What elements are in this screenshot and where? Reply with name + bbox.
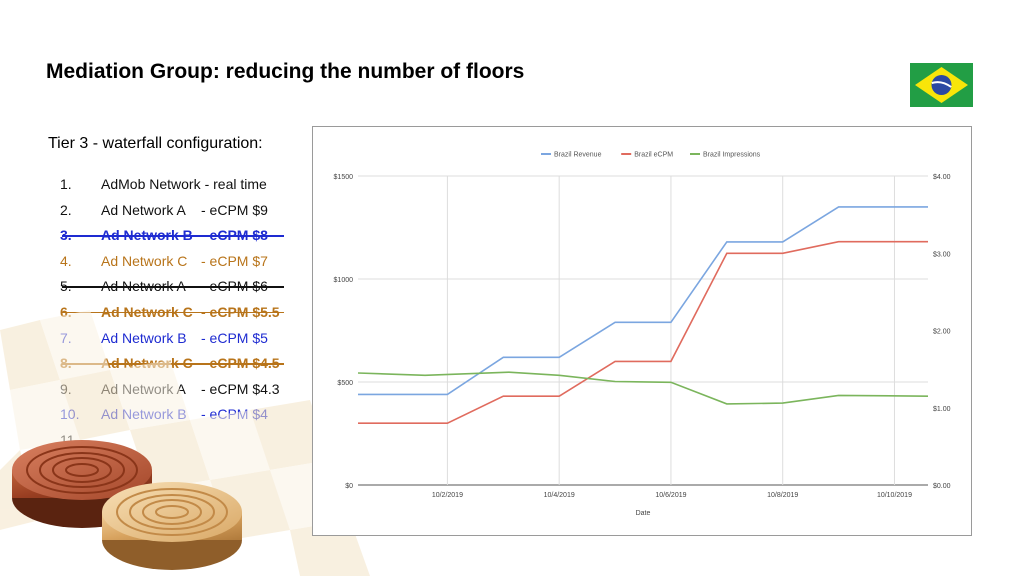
- x-tick-label: 10/4/2019: [544, 492, 575, 499]
- line-chart: $0 $500 $1000 $1500 $0.00 $1.00 $2.00 $3.00 $4.0…: [334, 152, 951, 518]
- x-tick-label: 10/2/2019: [432, 492, 463, 499]
- y-left-tick-label: $0: [345, 483, 353, 490]
- waterfall-item-network: ...: [101, 431, 113, 448]
- waterfall-item-detail: - eCPM $5: [201, 329, 268, 346]
- legend-label: Brazil eCPM: [634, 152, 673, 159]
- y-right-tick-label: $1.00: [933, 406, 951, 413]
- waterfall-item-number: 4.: [60, 252, 72, 269]
- waterfall-item-detail: - eCPM $7: [201, 252, 268, 269]
- brazil-flag-icon: [910, 63, 973, 107]
- waterfall-item-number: 3.: [60, 227, 72, 244]
- waterfall-item-network: Ad Network B: [101, 227, 193, 244]
- series-line-3: [357, 371, 929, 405]
- waterfall-subtitle: Tier 3 - waterfall configuration:: [48, 135, 263, 152]
- waterfall-item: 2. Ad Network A - eCPM $9: [60, 198, 280, 224]
- waterfall-item-network: Ad Network A: [101, 201, 186, 218]
- y-right-tick-label: $0.00: [933, 483, 951, 490]
- slide-title: Mediation Group: reducing the number of …: [46, 60, 525, 83]
- waterfall-item-detail: - eCPM $9: [201, 201, 268, 218]
- waterfall-item-network: Ad Network C: [101, 252, 188, 269]
- y-left-tick-label: $500: [337, 380, 353, 387]
- x-tick-label: 10/10/2019: [877, 492, 912, 499]
- y-right-tick-label: $4.00: [933, 174, 951, 181]
- waterfall-item-number: 2.: [60, 201, 72, 218]
- waterfall-item-network: Ad Network B: [101, 329, 187, 346]
- y-left-tick-label: $1500: [334, 174, 354, 181]
- waterfall-item-detail: - eCPM $4.3: [201, 380, 280, 397]
- waterfall-item: 4. Ad Network C - eCPM $7: [60, 249, 280, 275]
- waterfall-item-detail: - eCPM $8: [201, 227, 268, 244]
- y-right-tick-label: $2.00: [933, 329, 951, 336]
- waterfall-item: 5. Ad Network A- eCPM $6: [60, 274, 284, 300]
- x-axis-label: Date: [636, 510, 651, 517]
- y-left-tick-label: $1000: [334, 277, 354, 284]
- waterfall-item: 6. Ad Network C- eCPM $5.5: [60, 300, 284, 326]
- x-tick-label: 10/6/2019: [655, 492, 686, 499]
- legend-label: Brazil Revenue: [554, 152, 602, 159]
- waterfall-item: 1. AdMob Network - real time: [60, 172, 280, 198]
- waterfall-item-detail: - real time: [204, 176, 267, 192]
- y-right-tick-label: $3.00: [933, 251, 951, 258]
- legend-label: Brazil Impressions: [703, 152, 761, 159]
- waterfall-item-number: 1.: [60, 176, 72, 192]
- waterfall-item: 3. Ad Network B - eCPM $8: [60, 223, 284, 249]
- series-line-2: [358, 240, 928, 425]
- chart-frame: $0 $500 $1000 $1500 $0.00 $1.00 $2.00 $3.00 $4.0…: [312, 126, 972, 536]
- series-line-1: [358, 206, 928, 396]
- waterfall-item-network: AdMob Network: [101, 176, 201, 192]
- checkers-pieces-image: [0, 310, 410, 576]
- x-tick-label: 10/8/2019: [767, 492, 798, 499]
